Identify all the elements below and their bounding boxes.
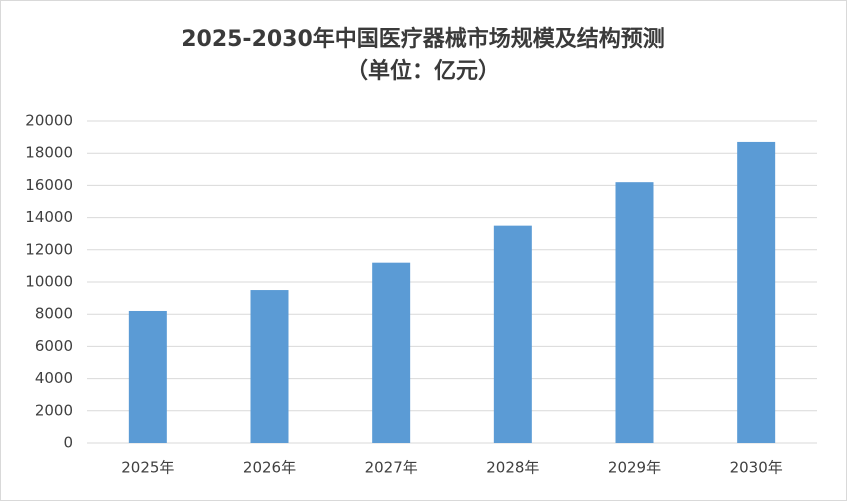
y-tick-label: 10000: [25, 273, 73, 291]
y-tick-label: 2000: [35, 401, 73, 419]
y-tick-label: 20000: [25, 112, 73, 130]
x-tick-label: 2028年: [486, 459, 539, 477]
x-tick-label: 2030年: [730, 459, 783, 477]
x-tick-label: 2026年: [243, 459, 296, 477]
y-tick-label: 8000: [35, 305, 73, 323]
y-tick-label: 4000: [35, 369, 73, 387]
bar: [737, 141, 776, 443]
x-tick-label: 2027年: [365, 459, 418, 477]
y-tick-label: 12000: [25, 240, 73, 258]
y-tick-label: 16000: [25, 176, 73, 194]
y-tick-label: 6000: [35, 337, 73, 355]
x-tick-label: 2025年: [121, 459, 174, 477]
y-tick-label: 18000: [25, 144, 73, 162]
y-tick-label: 14000: [25, 208, 73, 226]
y-tick-label: 0: [63, 434, 73, 452]
chart-title: 2025-2030年中国医疗器械市场规模及结构预测: [181, 26, 665, 52]
bar: [128, 310, 167, 443]
bar: [493, 225, 532, 443]
bar: [250, 290, 289, 443]
bar: [372, 262, 411, 443]
chart-subtitle: （单位：亿元）: [346, 58, 500, 84]
x-tick-label: 2029年: [608, 459, 661, 477]
bar: [615, 182, 654, 443]
